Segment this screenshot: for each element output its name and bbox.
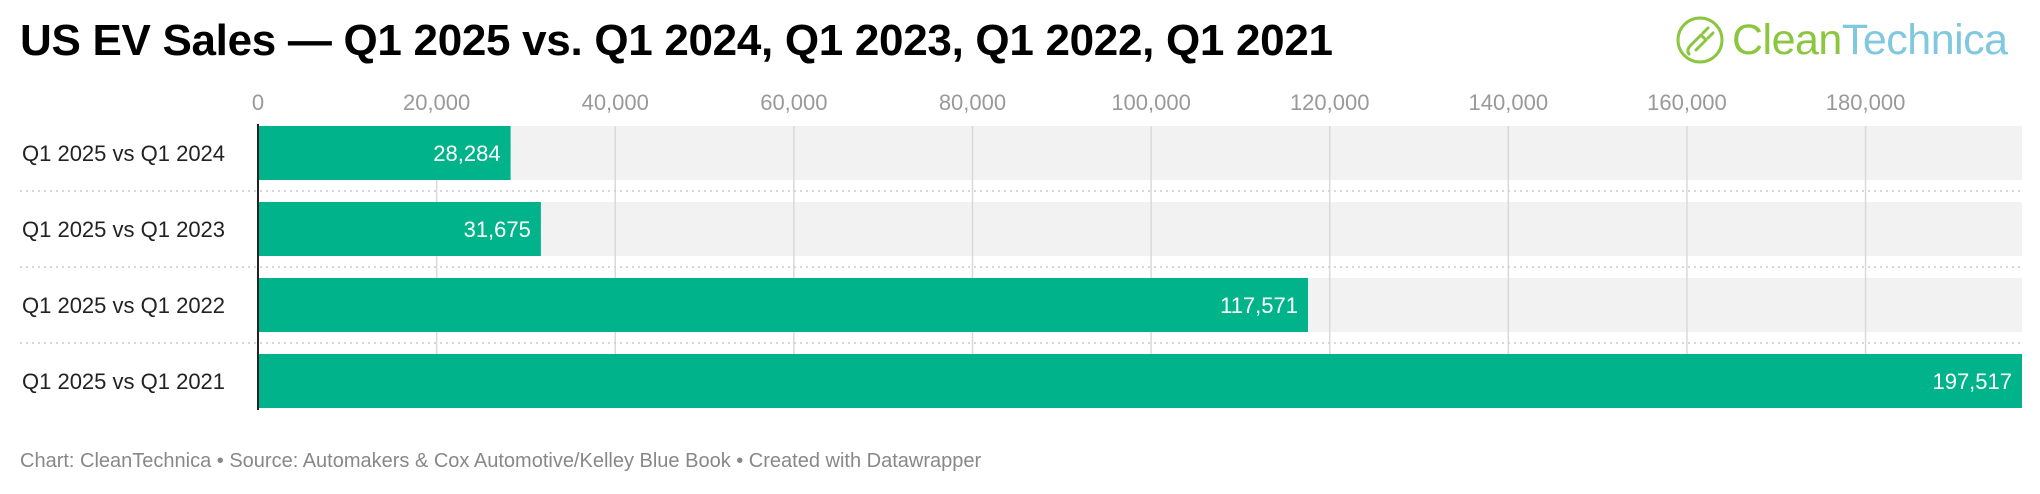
x-tick-label: 140,000	[1469, 90, 1549, 115]
x-tick-label: 40,000	[582, 90, 649, 115]
bar-chart: 0 20,000 40,000 60,000 80,000 100,000 120,000 1…	[20, 90, 2022, 410]
chart-title: US EV Sales — Q1 2025 vs. Q1 2024, Q1 20…	[20, 16, 1333, 65]
x-tick-label: 60,000	[760, 90, 827, 115]
bar-value-label: 197,517	[1932, 369, 2012, 394]
bar	[258, 278, 1309, 332]
bar-track	[258, 202, 2022, 256]
category-label: Q1 2025 vs Q1 2021	[22, 369, 225, 394]
logo-text-primary: Clean	[1732, 16, 1842, 64]
x-tick-label: 20,000	[403, 90, 470, 115]
x-tick-label: 120,000	[1290, 90, 1370, 115]
chart-footer: Chart: CleanTechnica • Source: Automaker…	[20, 450, 982, 472]
bar-track	[258, 126, 2022, 180]
category-label: Q1 2025 vs Q1 2023	[22, 217, 225, 242]
cleantechnica-logo: CleanTechnica	[1674, 10, 2024, 70]
bar-value-label: 28,284	[433, 141, 500, 166]
x-tick-label: 160,000	[1647, 90, 1727, 115]
x-tick-label: 0	[252, 90, 264, 115]
x-tick-label: 80,000	[939, 90, 1006, 115]
logo-wordmark: CleanTechnica	[1732, 16, 2008, 65]
bar-value-label: 117,571	[1220, 293, 1298, 318]
logo-text-secondary: Technica	[1841, 16, 2008, 64]
bar	[258, 202, 541, 256]
category-label: Q1 2025 vs Q1 2022	[22, 293, 225, 318]
bar	[258, 354, 2022, 408]
bar-value-label: 31,675	[464, 217, 531, 242]
x-tick-label: 180,000	[1826, 90, 1906, 115]
plug-leaf-icon	[1676, 16, 1724, 64]
bar	[258, 126, 511, 180]
x-tick-label: 100,000	[1111, 90, 1191, 115]
category-label: Q1 2025 vs Q1 2024	[22, 141, 225, 166]
